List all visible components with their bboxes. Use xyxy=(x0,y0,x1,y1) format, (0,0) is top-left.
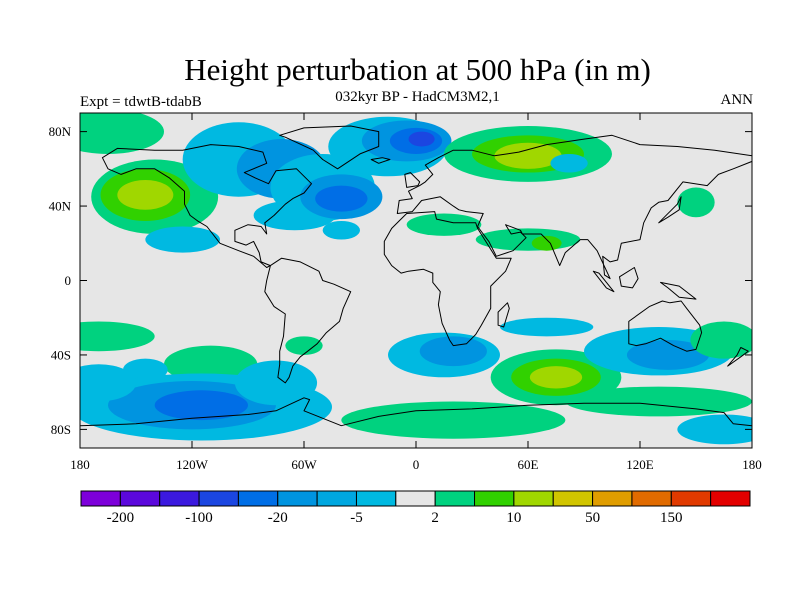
colorbar-box xyxy=(198,490,239,507)
colorbar: -200 -100 -20 -5 2 10 50 150 xyxy=(80,490,751,526)
y-tick-label: 0 xyxy=(65,273,72,288)
coastline-sumatra xyxy=(592,270,615,293)
coastline-australia xyxy=(628,300,703,352)
axis-ticks: 180 120W 60W 0 60E 120E 180 80N 40N 0 40S 80S xyxy=(49,113,762,472)
anomaly-blob-31 xyxy=(285,336,323,355)
colorbar-label: -200 xyxy=(107,510,135,526)
anomaly-blob-30 xyxy=(234,360,318,406)
anomaly-field xyxy=(80,113,752,445)
colorbar-label: -20 xyxy=(268,510,288,526)
x-tick-label: 120W xyxy=(176,457,209,472)
coastline-new-zealand xyxy=(727,347,749,367)
anomaly-blob-36 xyxy=(529,366,583,389)
season-label: ANN xyxy=(720,92,754,108)
colorbar-box xyxy=(355,490,397,507)
y-tick-label: 80N xyxy=(49,124,72,139)
x-tick-label: 0 xyxy=(413,457,420,472)
anomaly-blob-24 xyxy=(80,321,155,352)
coastlines xyxy=(80,125,752,427)
coastline-new-guinea xyxy=(660,281,697,300)
coastline-antarctica xyxy=(80,397,752,427)
anomaly-blob-21 xyxy=(677,187,715,218)
anomaly-blob-16 xyxy=(406,213,482,236)
colorbar-box xyxy=(670,490,712,507)
coastline-south-america xyxy=(264,257,352,384)
coastline-great-britain xyxy=(404,172,421,188)
colorbar-box xyxy=(474,490,515,507)
colorbar-box xyxy=(552,490,594,507)
colorbar-box xyxy=(159,490,200,507)
anomaly-blob-42 xyxy=(565,386,752,417)
coastline-borneo xyxy=(619,267,639,289)
coastline-japan xyxy=(658,196,682,224)
colorbar-label: 2 xyxy=(431,510,439,526)
anomaly-blob-4 xyxy=(145,226,220,253)
colorbar-label: 10 xyxy=(506,510,521,526)
coastline-north-america xyxy=(101,144,312,268)
x-tick-label: 60E xyxy=(518,457,539,472)
anomaly-blob-19 xyxy=(494,142,562,169)
colorbar-box xyxy=(80,490,121,507)
anomaly-blob-26 xyxy=(122,358,168,382)
anomaly-blob-25 xyxy=(164,345,258,383)
x-tick-label: 120E xyxy=(626,457,654,472)
colorbar-label: -5 xyxy=(350,510,363,526)
colorbar-box xyxy=(710,490,751,507)
colorbar-box xyxy=(119,490,161,507)
colorbar-label: 150 xyxy=(660,510,683,526)
anomaly-blob-3 xyxy=(80,113,164,154)
colorbar-box xyxy=(434,490,476,507)
colorbar-box xyxy=(316,490,357,507)
anomaly-blob-40 xyxy=(690,321,752,359)
y-tick-label: 80S xyxy=(51,422,71,437)
anomaly-blob-39 xyxy=(626,340,710,370)
anomaly-blob-37 xyxy=(500,317,594,337)
coastline-europe-asia xyxy=(396,134,752,280)
anomaly-blob-10 xyxy=(315,185,368,212)
x-tick-label: 180 xyxy=(70,457,90,472)
subtitle: 032kyr BP - HadCM3M2,1 xyxy=(335,89,500,105)
colorbar-label: 50 xyxy=(585,510,600,526)
colorbar-box xyxy=(592,490,633,507)
colorbar-box xyxy=(631,490,672,507)
anomaly-blob-20 xyxy=(550,153,588,173)
colorbar-box xyxy=(237,490,279,507)
coastline-madagascar xyxy=(497,302,510,328)
colorbar-box xyxy=(513,490,554,507)
coastline-iceland xyxy=(370,157,391,164)
colorbar-box xyxy=(395,490,436,507)
y-tick-label: 40S xyxy=(51,347,71,362)
anomaly-blob-15 xyxy=(322,220,361,240)
map-panel: 180 120W 60W 0 60E 120E 180 80N 40N 0 40S 80S xyxy=(49,112,762,472)
anomaly-blob-44 xyxy=(80,364,136,402)
colorbar-label: -100 xyxy=(185,510,213,526)
x-tick-label: 60W xyxy=(291,457,317,472)
experiment-label: Expt = tdwtB-tdabB xyxy=(80,94,202,110)
anomaly-blob-43 xyxy=(677,414,752,445)
anomaly-blob-2 xyxy=(117,180,174,210)
colorbar-box xyxy=(277,490,318,507)
anomaly-blob-29 xyxy=(154,390,248,421)
anomaly-blob-14 xyxy=(408,131,435,147)
y-tick-label: 40N xyxy=(49,199,72,214)
anomaly-blob-33 xyxy=(419,336,487,367)
coastline-africa xyxy=(383,211,512,347)
page-title: Height perturbation at 500 hPa (in m) xyxy=(184,52,651,87)
coastline-greenland xyxy=(279,125,380,170)
x-tick-label: 180 xyxy=(742,457,762,472)
anomaly-blob-41 xyxy=(341,401,566,439)
anomaly-blob-23 xyxy=(531,235,562,251)
